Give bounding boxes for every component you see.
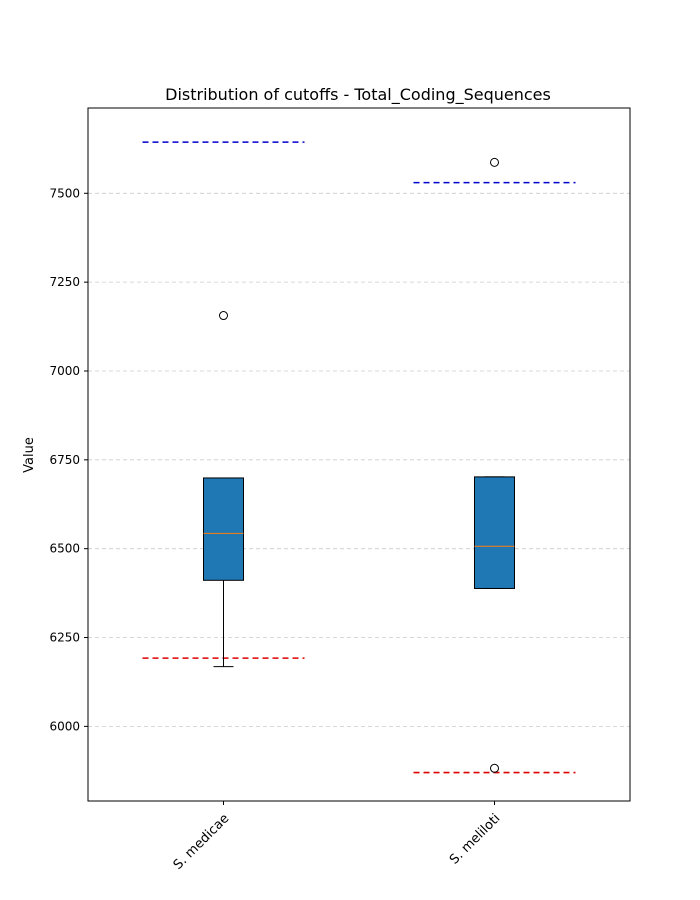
- box-iqr: [474, 476, 515, 589]
- cutoff-lines: [142, 141, 576, 774]
- y-tick-label: 6750: [49, 453, 80, 467]
- y-tick-label: 6500: [49, 542, 80, 556]
- box-plots: [203, 157, 515, 773]
- plot-area-frame: [87, 107, 631, 802]
- outlier-point: [490, 763, 499, 773]
- x-tick-label: S. meliloti: [447, 811, 503, 867]
- y-tick-label: 7250: [49, 275, 80, 289]
- grid-lines: [88, 192, 630, 727]
- outlier-point: [219, 311, 228, 321]
- x-tick-label: S. medicae: [171, 811, 233, 873]
- box-plot-1: [203, 311, 244, 668]
- y-tick-label: 7500: [49, 186, 80, 200]
- chart-title: Distribution of cutoffs - Total_Coding_S…: [165, 85, 551, 105]
- y-tick-label: 7000: [49, 364, 80, 378]
- y-axis: 6000 6250 6500 6750 7000 7250 7500: [49, 186, 88, 733]
- outlier-point: [490, 157, 499, 167]
- box-iqr: [203, 477, 244, 581]
- x-axis: S. medicae S. meliloti: [171, 801, 503, 873]
- y-tick-label: 6000: [49, 719, 80, 733]
- y-axis-label: Value: [22, 437, 37, 473]
- y-tick-label: 6250: [49, 631, 80, 645]
- box-plot-2: [474, 157, 515, 773]
